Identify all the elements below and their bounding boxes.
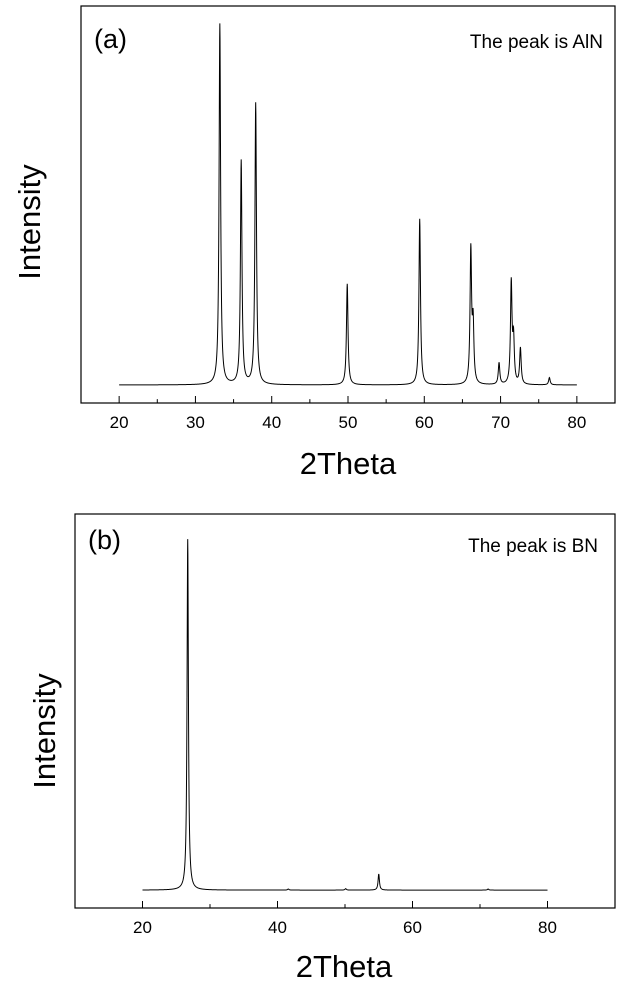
x-tick-label: 70 <box>491 413 510 432</box>
plot-frame <box>74 513 616 909</box>
chart-panel-a: (a) The peak is AlN Intensity 2Theta 20 3… <box>12 5 616 481</box>
x-tick-label: 60 <box>415 413 434 432</box>
x-axis-tick-labels: 20 30 40 50 60 70 80 <box>110 413 587 432</box>
xrd-pattern-line <box>142 539 548 891</box>
x-axis-label: 2Theta <box>296 949 393 984</box>
x-tick-label: 30 <box>186 413 205 432</box>
y-axis-label: Intensity <box>12 164 47 280</box>
xrd-pattern-line <box>119 23 577 386</box>
x-axis-ticks <box>80 396 616 403</box>
x-tick-label: 80 <box>538 918 557 937</box>
annotation: The peak is AlN <box>470 32 603 53</box>
panel-label: (a) <box>94 24 127 54</box>
x-axis-tick-labels: 20 40 60 80 <box>133 918 557 937</box>
x-tick-label: 20 <box>110 413 129 432</box>
x-tick-label: 80 <box>567 413 586 432</box>
x-axis-label: 2Theta <box>300 446 397 481</box>
annotation: The peak is BN <box>468 536 598 557</box>
x-tick-label: 40 <box>262 413 281 432</box>
x-tick-label: 50 <box>339 413 358 432</box>
chart-panel-b: (b) The peak is BN Intensity 2Theta 20 40… <box>27 513 616 984</box>
panel-label: (b) <box>88 525 121 555</box>
x-tick-label: 20 <box>133 918 152 937</box>
x-axis-ticks <box>74 901 616 908</box>
x-tick-label: 40 <box>268 918 287 937</box>
x-tick-label: 60 <box>403 918 422 937</box>
y-axis-label: Intensity <box>27 673 62 789</box>
